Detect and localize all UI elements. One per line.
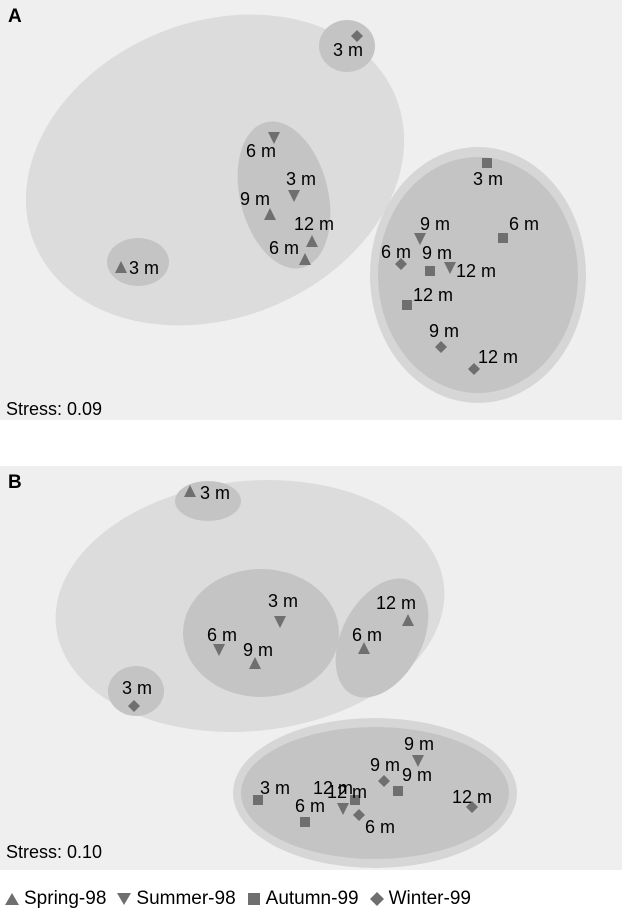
autumn-marker-9 xyxy=(498,233,508,243)
panel-letter-b: B xyxy=(8,472,22,493)
point-label-0: 3 m xyxy=(200,483,230,503)
spring-marker-0 xyxy=(184,485,196,497)
winter-marker-14 xyxy=(435,341,447,353)
point-label-9: 9 m xyxy=(402,765,432,785)
point-label-2: 3 m xyxy=(286,169,316,189)
legend-item-summer: Summer-98 xyxy=(116,888,236,910)
winter-marker-14 xyxy=(353,809,365,821)
winter-marker-10 xyxy=(395,258,407,270)
point-label-13: 12 m xyxy=(413,285,453,305)
legend-label-spring: Spring-98 xyxy=(24,888,107,909)
summer-marker-12 xyxy=(444,262,456,274)
group-inner-a-left xyxy=(107,238,169,286)
spring-marker-4 xyxy=(306,235,318,247)
point-label-4: 12 m xyxy=(294,214,334,234)
legend-label-winter: Winter-99 xyxy=(388,888,471,909)
point-label-15: 12 m xyxy=(452,787,492,807)
point-label-1: 3 m xyxy=(268,591,298,611)
point-label-9: 6 m xyxy=(509,214,539,234)
summer-marker-7 xyxy=(412,755,424,767)
winter-marker-0 xyxy=(351,30,363,42)
point-label-10: 6 m xyxy=(381,242,411,262)
point-label-14: 9 m xyxy=(429,321,459,341)
autumn-marker-13 xyxy=(300,817,310,827)
spring-marker-4 xyxy=(402,614,414,626)
summer-marker-1 xyxy=(274,616,286,628)
triangle-down-icon xyxy=(117,893,132,905)
legend-item-winter: Winter-99 xyxy=(369,888,471,910)
group-inner-a-right xyxy=(378,157,578,393)
point-label-12: 12 m xyxy=(456,261,496,281)
point-label-1: 6 m xyxy=(246,141,276,161)
autumn-marker-11 xyxy=(425,266,435,276)
legend-item-autumn: Autumn-99 xyxy=(246,888,359,910)
point-label-12: 12 m xyxy=(327,782,367,802)
spring-marker-3 xyxy=(249,657,261,669)
panel-letter-a: A xyxy=(8,6,22,27)
autumn-marker-9 xyxy=(393,786,403,796)
legend-label-summer: Summer-98 xyxy=(136,888,236,909)
point-label-2: 6 m xyxy=(207,625,237,645)
spring-marker-6 xyxy=(115,261,127,273)
winter-marker-15 xyxy=(466,801,478,813)
point-label-11: 9 m xyxy=(422,243,452,263)
point-label-13: 6 m xyxy=(295,796,325,816)
stress-label-a: Stress: 0.09 xyxy=(6,399,103,419)
point-label-8: 9 m xyxy=(370,755,400,775)
spring-marker-3 xyxy=(264,208,276,220)
point-label-3: 9 m xyxy=(243,640,273,660)
point-label-11: 12 m xyxy=(313,778,353,798)
point-label-10: 3 m xyxy=(260,778,290,798)
point-label-15: 12 m xyxy=(478,347,518,367)
point-label-14: 6 m xyxy=(365,817,395,837)
triangle-up-icon xyxy=(5,893,19,905)
point-label-3: 9 m xyxy=(240,189,270,209)
autumn-marker-11 xyxy=(350,795,360,805)
autumn-marker-7 xyxy=(482,158,492,168)
summer-marker-8 xyxy=(414,233,426,245)
point-label-6: 3 m xyxy=(129,258,159,278)
square-icon xyxy=(247,893,260,905)
group-inner-b-mid xyxy=(183,569,339,697)
point-label-8: 9 m xyxy=(420,214,450,234)
stress-label-b: Stress: 0.10 xyxy=(6,842,103,862)
point-label-7: 9 m xyxy=(404,734,434,754)
spring-marker-5 xyxy=(358,642,370,654)
point-label-4: 12 m xyxy=(376,593,416,613)
winter-marker-8 xyxy=(378,775,390,787)
group-inner-b-left xyxy=(108,666,164,716)
spring-marker-5 xyxy=(299,253,311,265)
point-label-6: 3 m xyxy=(122,678,152,698)
group-inner-b-right xyxy=(335,578,429,698)
point-label-7: 3 m xyxy=(473,169,503,189)
point-label-0: 3 m xyxy=(333,40,363,60)
summer-marker-12 xyxy=(337,803,349,815)
summer-marker-1 xyxy=(268,132,280,144)
legend-item-spring: Spring-98 xyxy=(4,888,106,910)
winter-marker-15 xyxy=(468,363,480,375)
summer-marker-2 xyxy=(213,644,225,656)
group-inner-a-top xyxy=(319,20,375,72)
group-inner-a-mid xyxy=(237,121,331,269)
legend: Spring-98 Summer-98 Autumn-99 Winter-99 xyxy=(0,884,622,914)
autumn-marker-10 xyxy=(253,795,263,805)
point-label-5: 6 m xyxy=(269,238,299,258)
point-label-5: 6 m xyxy=(352,625,382,645)
diamond-icon xyxy=(369,892,384,906)
legend-label-autumn: Autumn-99 xyxy=(265,888,359,909)
winter-marker-6 xyxy=(128,700,140,712)
autumn-marker-13 xyxy=(402,300,412,310)
summer-marker-2 xyxy=(288,190,300,202)
